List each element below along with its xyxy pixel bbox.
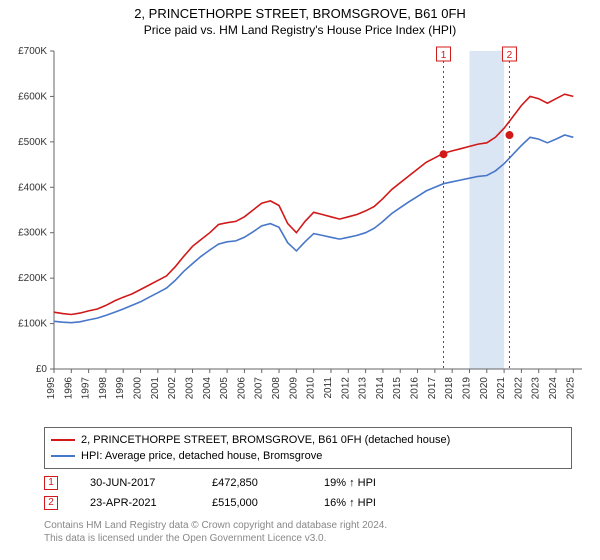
svg-text:2007: 2007 <box>254 377 265 400</box>
svg-text:2014: 2014 <box>375 377 386 400</box>
svg-text:2019: 2019 <box>461 377 472 400</box>
svg-text:2011: 2011 <box>323 377 334 399</box>
chart-svg: £0 £100K £200K £300K £400K £500K £600K £700K 199… <box>0 41 600 421</box>
chart-title: 2, PRINCETHORPE STREET, BROMSGROVE, B61 … <box>0 0 600 21</box>
marker-date: 23-APR-2021 <box>90 493 180 513</box>
svg-text:£0: £0 <box>36 364 48 375</box>
svg-text:2012: 2012 <box>340 377 351 400</box>
svg-text:2009: 2009 <box>288 377 299 400</box>
marker-date: 30-JUN-2017 <box>90 473 180 493</box>
svg-text:2000: 2000 <box>133 377 144 400</box>
svg-text:£600K: £600K <box>18 91 47 102</box>
svg-text:£500K: £500K <box>18 137 47 148</box>
chart-subtitle: Price paid vs. HM Land Registry's House … <box>0 21 600 41</box>
legend-item: HPI: Average price, detached house, Brom… <box>51 448 565 464</box>
legend-label: 2, PRINCETHORPE STREET, BROMSGROVE, B61 … <box>81 432 450 448</box>
svg-text:2003: 2003 <box>184 377 195 400</box>
svg-text:£300K: £300K <box>18 228 47 239</box>
svg-text:2001: 2001 <box>150 377 161 400</box>
svg-text:2004: 2004 <box>202 377 213 400</box>
svg-text:2023: 2023 <box>531 377 542 400</box>
svg-text:1996: 1996 <box>63 377 74 400</box>
svg-text:1995: 1995 <box>46 377 57 400</box>
svg-text:1998: 1998 <box>98 377 109 400</box>
marker-price: £515,000 <box>212 493 292 513</box>
chart-container: 2, PRINCETHORPE STREET, BROMSGROVE, B61 … <box>0 0 600 560</box>
svg-text:£200K: £200K <box>18 273 47 284</box>
legend-label: HPI: Average price, detached house, Brom… <box>81 448 322 464</box>
svg-text:2002: 2002 <box>167 377 178 400</box>
svg-text:£100K: £100K <box>18 319 47 330</box>
svg-text:2021: 2021 <box>496 377 507 400</box>
marker-pct: 19% ↑ HPI <box>324 473 376 493</box>
marker-pct: 16% ↑ HPI <box>324 493 376 513</box>
svg-text:1999: 1999 <box>115 377 126 400</box>
legend: 2, PRINCETHORPE STREET, BROMSGROVE, B61 … <box>44 427 572 469</box>
marker-badge: 1 <box>44 476 58 490</box>
svg-text:2024: 2024 <box>548 377 559 400</box>
svg-text:1: 1 <box>441 50 447 61</box>
svg-text:2017: 2017 <box>427 377 438 400</box>
legend-item: 2, PRINCETHORPE STREET, BROMSGROVE, B61 … <box>51 432 565 448</box>
footer-line: Contains HM Land Registry data © Crown c… <box>44 519 572 532</box>
svg-text:£700K: £700K <box>18 46 47 57</box>
marker-price: £472,850 <box>212 473 292 493</box>
chart-area: £0 £100K £200K £300K £400K £500K £600K £700K 199… <box>0 41 600 421</box>
svg-text:2020: 2020 <box>479 377 490 400</box>
footer-line: This data is licensed under the Open Gov… <box>44 532 572 545</box>
svg-text:2015: 2015 <box>392 377 403 400</box>
svg-text:£400K: £400K <box>18 182 47 193</box>
legend-swatch <box>51 455 75 457</box>
marker-row: 1 30-JUN-2017 £472,850 19% ↑ HPI <box>44 473 572 493</box>
marker-table: 1 30-JUN-2017 £472,850 19% ↑ HPI 2 23-AP… <box>44 473 572 513</box>
svg-text:2005: 2005 <box>219 377 230 400</box>
svg-text:2018: 2018 <box>444 377 455 400</box>
svg-text:1997: 1997 <box>81 377 92 400</box>
svg-text:2: 2 <box>507 50 513 61</box>
svg-text:2013: 2013 <box>358 377 369 400</box>
svg-text:2022: 2022 <box>513 377 524 400</box>
marker-badge: 2 <box>44 496 58 510</box>
legend-swatch <box>51 439 75 441</box>
svg-text:2008: 2008 <box>271 377 282 400</box>
svg-text:2016: 2016 <box>410 377 421 400</box>
footer: Contains HM Land Registry data © Crown c… <box>44 519 572 545</box>
svg-text:2010: 2010 <box>306 377 317 400</box>
svg-text:2025: 2025 <box>565 377 576 400</box>
svg-text:2006: 2006 <box>236 377 247 400</box>
marker-row: 2 23-APR-2021 £515,000 16% ↑ HPI <box>44 493 572 513</box>
